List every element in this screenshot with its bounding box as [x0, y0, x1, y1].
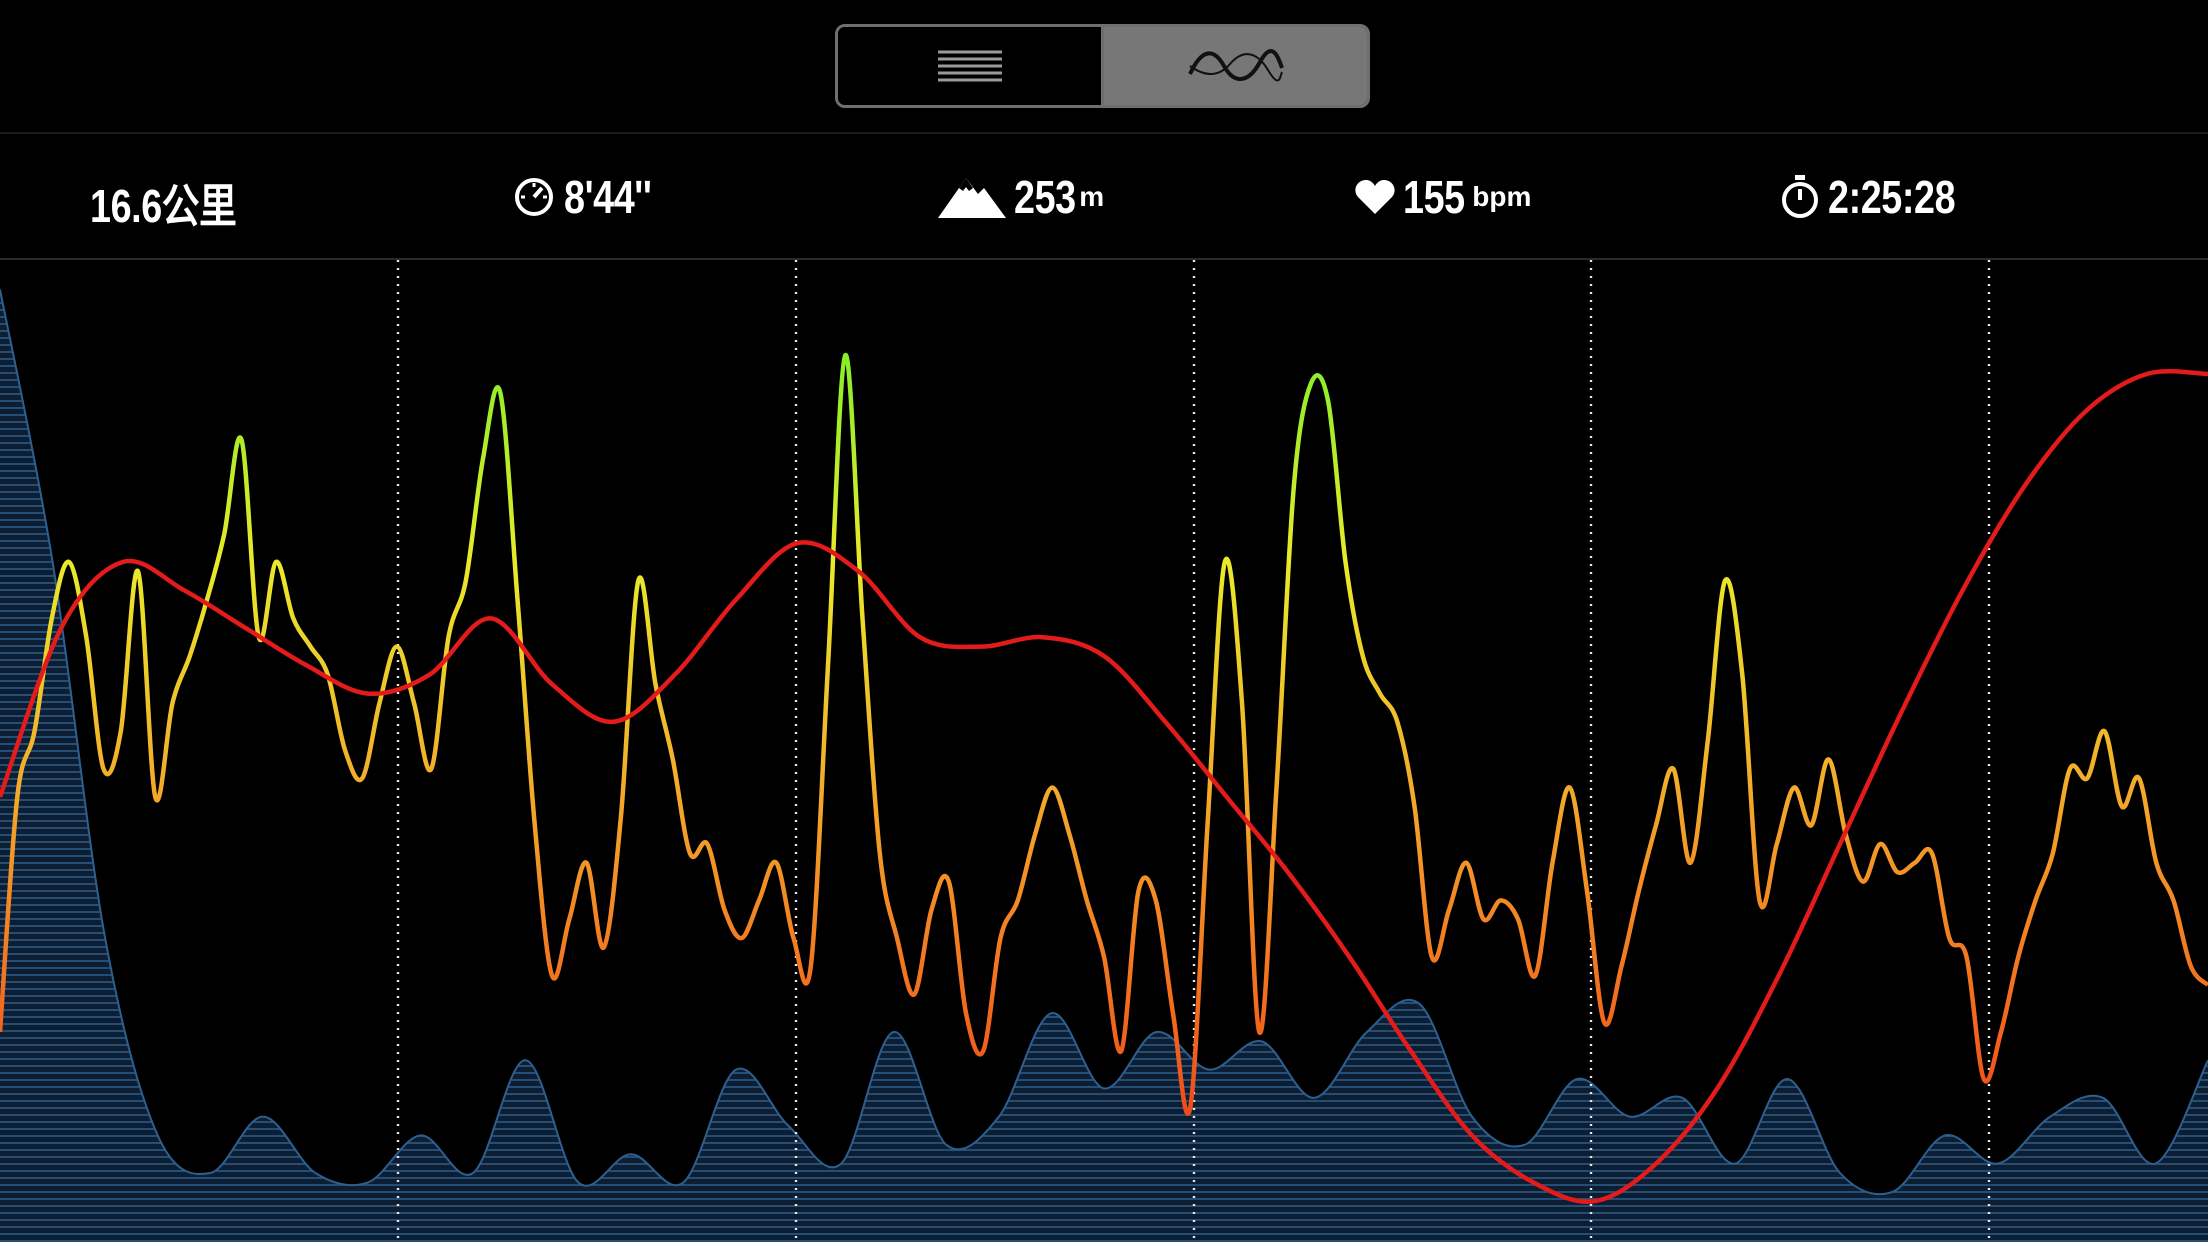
- duration-value: 2:25:28: [1828, 171, 1956, 223]
- elevation-unit: m: [1079, 181, 1105, 212]
- heart-rate-line: [0, 368, 2208, 1204]
- heart-rate-unit: bpm: [1472, 181, 1532, 212]
- heart-rate-value: 155: [1403, 171, 1465, 223]
- workout-chart: [0, 260, 2208, 1242]
- elevation-line: [0, 289, 2208, 1196]
- pace-line-layer: [0, 352, 2208, 1116]
- elevation-value: 253: [1014, 171, 1076, 223]
- heart-icon: [1355, 180, 1395, 214]
- duration-stat: 2:25:28: [1780, 170, 1983, 224]
- stopwatch-icon: [1782, 175, 1818, 218]
- heart-rate-line-layer: [0, 368, 2208, 1204]
- distance-stat: 16.6公里: [90, 170, 269, 236]
- pace-line: [0, 352, 2208, 1116]
- view-toggle: [835, 24, 1370, 108]
- elevation-area-layer: [0, 289, 2208, 1242]
- chart-view-button[interactable]: [1104, 27, 1367, 105]
- top-bar: [0, 0, 2208, 134]
- elevation-stat: 253 m: [938, 170, 1104, 224]
- speedometer-icon: [515, 178, 553, 216]
- pace-stat: 8'44'': [512, 170, 671, 224]
- wave-chart-icon: [1187, 49, 1284, 82]
- mountain-icon: [938, 178, 1006, 218]
- stats-bar: 16.6公里 8'44'' 253 m 155 bpm 2:25:28: [0, 134, 2208, 260]
- distance-value: 16.6公里: [90, 180, 237, 232]
- heart-rate-stat: 155 bpm: [1355, 170, 1531, 224]
- list-lines-icon: [937, 50, 1002, 82]
- pace-value: 8'44'': [564, 171, 652, 223]
- list-view-button[interactable]: [838, 27, 1104, 105]
